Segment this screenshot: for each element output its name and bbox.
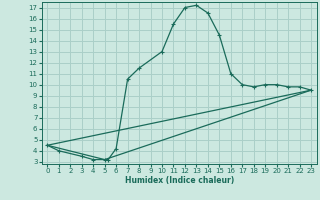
X-axis label: Humidex (Indice chaleur): Humidex (Indice chaleur)	[124, 176, 234, 185]
